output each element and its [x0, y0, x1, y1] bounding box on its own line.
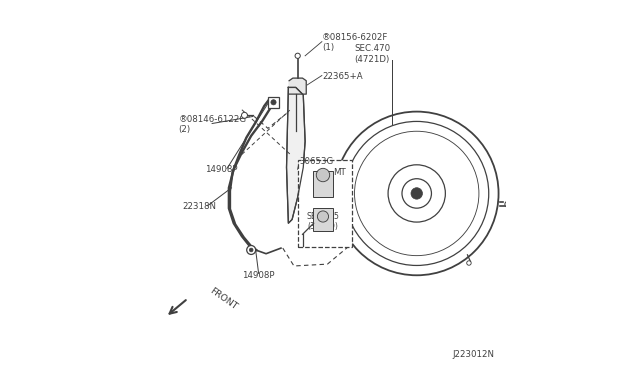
FancyBboxPatch shape: [298, 160, 351, 247]
Text: ®08156-6202F
(1): ®08156-6202F (1): [322, 33, 388, 52]
Circle shape: [402, 179, 431, 208]
Text: SEC.305
(30609): SEC.305 (30609): [307, 212, 340, 231]
Circle shape: [246, 246, 255, 254]
Circle shape: [316, 168, 330, 182]
Text: 22318N: 22318N: [182, 202, 216, 211]
Text: MT: MT: [333, 169, 346, 177]
FancyBboxPatch shape: [312, 171, 333, 197]
FancyBboxPatch shape: [268, 97, 279, 108]
Text: SEC.470
(4721D): SEC.470 (4721D): [354, 44, 390, 64]
Circle shape: [467, 261, 471, 265]
Text: 14908P: 14908P: [242, 271, 275, 280]
Text: J223012N: J223012N: [453, 350, 495, 359]
Text: 30653G: 30653G: [300, 157, 334, 166]
Circle shape: [241, 112, 248, 118]
Circle shape: [505, 201, 511, 207]
Circle shape: [411, 188, 422, 199]
Polygon shape: [289, 78, 306, 94]
Polygon shape: [287, 87, 305, 223]
FancyBboxPatch shape: [312, 208, 333, 231]
Text: ®08146-6122G
(2): ®08146-6122G (2): [179, 115, 247, 134]
Text: 14908P: 14908P: [205, 165, 237, 174]
Text: FRONT: FRONT: [209, 286, 239, 312]
Circle shape: [317, 211, 328, 222]
Circle shape: [295, 53, 300, 58]
Text: 22365+A: 22365+A: [322, 72, 362, 81]
Circle shape: [250, 248, 253, 252]
Circle shape: [340, 183, 346, 189]
Circle shape: [271, 100, 276, 105]
